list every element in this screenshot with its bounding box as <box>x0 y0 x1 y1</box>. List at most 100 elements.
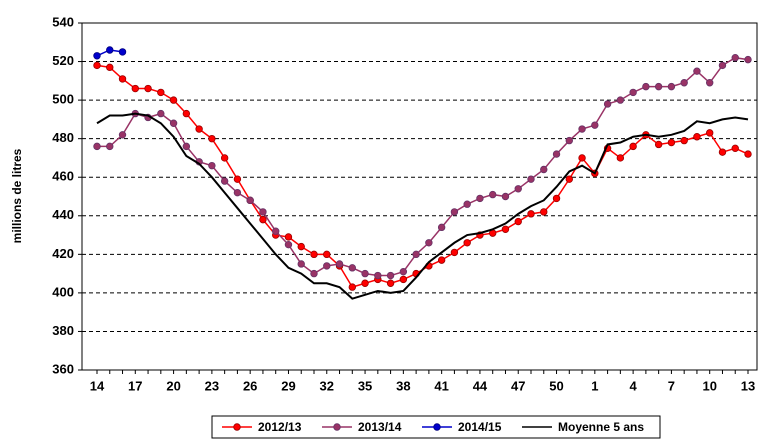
data-point <box>437 223 446 232</box>
data-point <box>591 121 599 129</box>
y-axis-label: millions de litres <box>10 148 24 243</box>
data-point <box>399 275 408 284</box>
data-point <box>654 140 663 149</box>
data-point <box>565 136 573 145</box>
data-point <box>578 154 586 162</box>
data-point <box>744 55 752 64</box>
y-tick-label: 440 <box>52 207 74 222</box>
y-tick-label: 500 <box>52 92 74 107</box>
data-point <box>552 150 561 158</box>
data-point <box>603 100 612 108</box>
data-point <box>616 96 625 104</box>
y-tick-label: 540 <box>52 14 74 29</box>
data-point <box>501 192 510 201</box>
data-point <box>731 54 739 62</box>
data-point <box>169 119 178 127</box>
data-point <box>284 240 293 249</box>
data-point <box>348 283 356 291</box>
x-tick-label: 50 <box>549 378 563 393</box>
data-point <box>348 264 356 272</box>
data-point <box>220 154 229 162</box>
data-point <box>425 239 433 247</box>
data-point <box>667 82 676 91</box>
data-point <box>93 142 101 151</box>
data-point <box>514 185 522 193</box>
data-point <box>437 256 446 264</box>
data-point <box>93 61 101 70</box>
data-point <box>654 82 663 91</box>
legend-label: 2012/13 <box>258 420 302 434</box>
data-point <box>629 142 637 151</box>
data-point <box>323 262 331 270</box>
data-point <box>259 215 267 224</box>
data-point <box>706 79 714 87</box>
data-point <box>693 133 701 141</box>
data-point <box>616 154 625 162</box>
x-tick-label: 38 <box>396 378 410 393</box>
x-tick-label: 10 <box>702 378 716 393</box>
y-tick-label: 420 <box>52 246 74 261</box>
data-point <box>323 250 331 259</box>
x-tick-label: 7 <box>668 378 675 393</box>
data-point <box>680 136 688 145</box>
data-point <box>284 233 293 241</box>
legend-marker <box>333 423 341 431</box>
data-point <box>412 250 420 259</box>
y-tick-label: 520 <box>52 53 74 68</box>
data-point <box>246 196 254 205</box>
data-point <box>578 125 586 133</box>
data-point <box>131 84 139 93</box>
x-tick-label: 44 <box>473 378 488 393</box>
data-point <box>386 279 395 287</box>
legend-marker <box>433 423 441 431</box>
data-point <box>93 52 101 60</box>
data-point <box>463 239 471 247</box>
data-point <box>361 279 369 287</box>
data-point <box>169 96 178 104</box>
data-point <box>297 242 305 251</box>
data-point <box>693 67 701 75</box>
data-point <box>335 260 344 268</box>
x-tick-label: 17 <box>128 378 142 393</box>
data-point <box>399 267 408 276</box>
x-tick-label: 14 <box>90 378 105 393</box>
legend-marker <box>233 423 241 431</box>
data-point <box>667 138 676 147</box>
data-point <box>706 129 714 137</box>
data-point <box>552 194 561 203</box>
legend-label: 2014/15 <box>458 420 502 434</box>
data-point <box>680 79 688 87</box>
data-point <box>527 210 535 218</box>
x-tick-label: 26 <box>243 378 257 393</box>
data-point <box>220 177 229 185</box>
data-point <box>233 188 242 197</box>
data-point <box>501 225 510 233</box>
data-point <box>565 175 573 183</box>
data-point <box>463 200 471 208</box>
y-tick-label: 400 <box>52 284 74 299</box>
data-point <box>106 63 114 72</box>
y-tick-label: 480 <box>52 130 74 145</box>
data-point <box>540 165 548 174</box>
data-point <box>374 271 382 280</box>
x-tick-label: 4 <box>630 378 638 393</box>
data-point <box>386 271 395 280</box>
data-point <box>450 208 459 216</box>
legend-label: Moyenne 5 ans <box>558 420 644 434</box>
x-tick-label: 1 <box>591 378 598 393</box>
data-point <box>361 269 369 278</box>
y-tick-label: 380 <box>52 323 74 338</box>
data-point <box>514 217 522 226</box>
data-point <box>476 194 484 203</box>
data-point <box>182 142 191 151</box>
data-point <box>233 175 242 183</box>
data-point <box>157 109 165 118</box>
data-point <box>629 88 637 97</box>
legend-label: 2013/14 <box>358 420 402 434</box>
data-point <box>272 227 280 235</box>
data-point <box>195 125 203 133</box>
data-point <box>259 208 267 216</box>
data-point <box>182 109 191 118</box>
data-point <box>731 144 739 153</box>
